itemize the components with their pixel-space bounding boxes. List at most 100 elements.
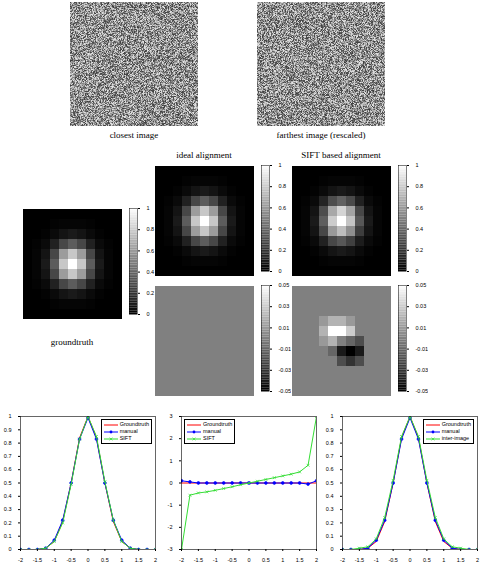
svg-text:1: 1 xyxy=(169,458,172,464)
html-text:Groundtruth: Groundtruth xyxy=(203,421,233,427)
svg-text:-1: -1 xyxy=(213,557,218,563)
html-text:Groundtruth: Groundtruth xyxy=(119,421,149,427)
svg-text:0.01: 0.01 xyxy=(279,325,290,331)
svg-text:0.1: 0.1 xyxy=(326,533,334,539)
svg-text:2: 2 xyxy=(154,557,157,563)
svg-text:-2: -2 xyxy=(340,557,345,563)
svg-text:1: 1 xyxy=(281,557,284,563)
svg-text:-0.01: -0.01 xyxy=(279,346,292,352)
svg-text:-0.5: -0.5 xyxy=(388,557,397,563)
svg-text:1.5: 1.5 xyxy=(135,557,143,563)
svg-text:0.5: 0.5 xyxy=(262,557,270,563)
svg-text:0.03: 0.03 xyxy=(279,303,290,309)
svg-text:0.05: 0.05 xyxy=(279,282,290,288)
svg-text:0.5: 0.5 xyxy=(423,557,431,563)
svg-text:-0.03: -0.03 xyxy=(416,367,429,373)
svg-text:0.6: 0.6 xyxy=(147,248,155,254)
html-text:closest image: closest image xyxy=(109,130,159,140)
svg-text:1: 1 xyxy=(8,413,11,419)
svg-text:-1: -1 xyxy=(168,502,173,508)
html-text:SIFT based alignment: SIFT based alignment xyxy=(301,150,381,160)
svg-text:0.3: 0.3 xyxy=(4,506,12,512)
svg-text:0.6: 0.6 xyxy=(416,205,424,211)
svg-text:0.2: 0.2 xyxy=(326,520,334,526)
svg-text:-0.5: -0.5 xyxy=(227,557,236,563)
html-text:SIFT: SIFT xyxy=(119,435,132,441)
svg-text:0: 0 xyxy=(408,557,411,563)
svg-text:0.2: 0.2 xyxy=(4,520,12,526)
svg-text:-0.5: -0.5 xyxy=(66,557,75,563)
svg-text:0.9: 0.9 xyxy=(326,427,334,433)
html-text:SIFT: SIFT xyxy=(203,435,215,441)
svg-text:0.2: 0.2 xyxy=(147,290,155,296)
svg-text:0: 0 xyxy=(279,268,282,274)
svg-text:0.5: 0.5 xyxy=(101,557,109,563)
svg-text:1: 1 xyxy=(147,205,150,211)
svg-text:0.03: 0.03 xyxy=(416,303,427,309)
svg-text:0.2: 0.2 xyxy=(416,247,424,253)
svg-text:-1.5: -1.5 xyxy=(33,557,42,563)
svg-text:0.6: 0.6 xyxy=(279,205,287,211)
svg-text:0.8: 0.8 xyxy=(279,183,287,189)
svg-text:0.4: 0.4 xyxy=(4,493,12,499)
svg-text:0.2: 0.2 xyxy=(279,247,287,253)
html-text:Groundtruth: Groundtruth xyxy=(441,421,471,427)
svg-text:-3: -3 xyxy=(168,546,173,552)
svg-text:-1.5: -1.5 xyxy=(355,557,364,563)
svg-text:0: 0 xyxy=(86,557,89,563)
svg-text:0.4: 0.4 xyxy=(279,226,287,232)
svg-text:-1.5: -1.5 xyxy=(194,557,203,563)
svg-text:0.1: 0.1 xyxy=(4,533,12,539)
svg-text:2: 2 xyxy=(476,557,479,563)
svg-text:2: 2 xyxy=(169,435,172,441)
svg-text:3: 3 xyxy=(169,413,172,419)
svg-text:1: 1 xyxy=(120,557,123,563)
svg-text:2: 2 xyxy=(315,557,318,563)
svg-text:-1: -1 xyxy=(374,557,379,563)
svg-text:-1: -1 xyxy=(52,557,57,563)
html-text:ideal alignment: ideal alignment xyxy=(176,150,232,160)
svg-text:0: 0 xyxy=(147,311,150,317)
html-text:farthest image (rescaled): farthest image (rescaled) xyxy=(276,130,366,140)
html-text:groundtruth: groundtruth xyxy=(50,337,94,347)
svg-text:-0.01: -0.01 xyxy=(416,346,429,352)
svg-text:0.4: 0.4 xyxy=(326,493,334,499)
svg-text:-0.05: -0.05 xyxy=(279,388,292,394)
svg-text:-0.03: -0.03 xyxy=(279,367,292,373)
html-text:manual: manual xyxy=(441,428,460,434)
svg-text:1: 1 xyxy=(279,162,282,168)
svg-text:0.8: 0.8 xyxy=(416,183,424,189)
svg-text:1.5: 1.5 xyxy=(457,557,465,563)
svg-text:0.5: 0.5 xyxy=(4,480,12,486)
svg-text:0.05: 0.05 xyxy=(416,282,427,288)
svg-text:0.8: 0.8 xyxy=(147,226,155,232)
svg-text:-2: -2 xyxy=(179,557,184,563)
svg-text:0.5: 0.5 xyxy=(326,480,334,486)
svg-text:1: 1 xyxy=(416,162,419,168)
svg-text:-0.05: -0.05 xyxy=(416,388,429,394)
svg-text:0.7: 0.7 xyxy=(4,453,12,459)
svg-text:0: 0 xyxy=(8,546,11,552)
svg-text:0.4: 0.4 xyxy=(147,269,155,275)
svg-text:0.4: 0.4 xyxy=(416,226,424,232)
svg-text:0.8: 0.8 xyxy=(4,440,12,446)
svg-text:1: 1 xyxy=(330,413,333,419)
svg-text:0: 0 xyxy=(330,546,333,552)
svg-text:-2: -2 xyxy=(18,557,23,563)
svg-text:0.9: 0.9 xyxy=(4,427,12,433)
svg-text:1.5: 1.5 xyxy=(296,557,304,563)
svg-text:0: 0 xyxy=(416,268,419,274)
svg-text:0.6: 0.6 xyxy=(4,466,12,472)
html-text:manual: manual xyxy=(119,428,138,434)
svg-text:0.01: 0.01 xyxy=(416,325,427,331)
svg-text:0.6: 0.6 xyxy=(326,466,334,472)
svg-text:0: 0 xyxy=(169,480,172,486)
svg-text:0.8: 0.8 xyxy=(326,440,334,446)
svg-text:0: 0 xyxy=(247,557,250,563)
svg-text:0.7: 0.7 xyxy=(326,453,334,459)
html-text:inter-image: inter-image xyxy=(441,435,470,441)
svg-text:1: 1 xyxy=(442,557,445,563)
svg-text:0.3: 0.3 xyxy=(326,506,334,512)
svg-text:-2: -2 xyxy=(168,524,173,530)
html-text:manual: manual xyxy=(203,428,221,434)
